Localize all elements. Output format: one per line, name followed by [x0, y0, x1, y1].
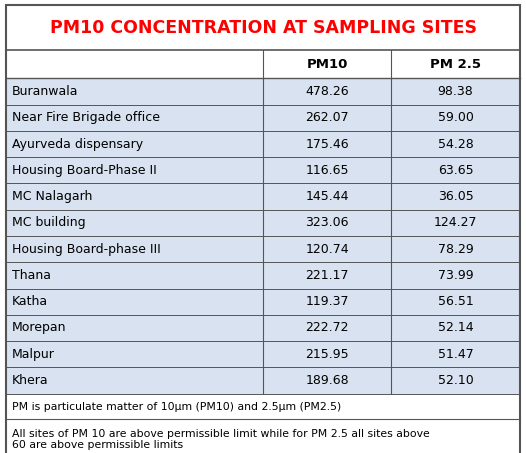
Text: MC building: MC building: [12, 217, 85, 229]
Text: 189.68: 189.68: [306, 374, 349, 387]
Text: 175.46: 175.46: [306, 138, 349, 150]
Text: 145.44: 145.44: [306, 190, 349, 203]
Text: Thana: Thana: [12, 269, 50, 282]
Text: 98.38: 98.38: [438, 85, 473, 98]
Bar: [6, 315, 520, 341]
Text: 56.51: 56.51: [438, 295, 473, 308]
Bar: [6, 50, 520, 78]
Text: 54.28: 54.28: [438, 138, 473, 150]
Text: 51.47: 51.47: [438, 348, 473, 361]
Text: All sites of PM 10 are above permissible limit while for PM 2.5 all sites above
: All sites of PM 10 are above permissible…: [12, 429, 429, 450]
Bar: [6, 341, 520, 367]
Text: Morepan: Morepan: [12, 322, 66, 334]
Text: 63.65: 63.65: [438, 164, 473, 177]
Text: Near Fire Brigade office: Near Fire Brigade office: [12, 111, 159, 124]
Text: Khera: Khera: [12, 374, 48, 387]
Text: 78.29: 78.29: [438, 243, 473, 255]
Bar: [6, 289, 520, 315]
Bar: [6, 183, 520, 210]
Text: 323.06: 323.06: [306, 217, 349, 229]
Text: 52.14: 52.14: [438, 322, 473, 334]
Text: 478.26: 478.26: [306, 85, 349, 98]
Text: 221.17: 221.17: [306, 269, 349, 282]
Bar: [6, 131, 520, 157]
Text: Buranwala: Buranwala: [12, 85, 78, 98]
Text: 119.37: 119.37: [306, 295, 349, 308]
Text: 262.07: 262.07: [306, 111, 349, 124]
Text: Housing Board-phase III: Housing Board-phase III: [12, 243, 160, 255]
Bar: [6, 367, 520, 394]
Text: 215.95: 215.95: [306, 348, 349, 361]
Bar: [6, 78, 520, 105]
Text: PM 2.5: PM 2.5: [430, 58, 481, 71]
Bar: [6, 262, 520, 289]
Text: PM is particulate matter of 10μm (PM10) and 2.5μm (PM2.5): PM is particulate matter of 10μm (PM10) …: [12, 401, 341, 412]
Text: 73.99: 73.99: [438, 269, 473, 282]
Text: 52.10: 52.10: [438, 374, 473, 387]
Bar: [6, 419, 520, 453]
Text: 59.00: 59.00: [438, 111, 473, 124]
Text: Katha: Katha: [12, 295, 48, 308]
Text: 124.27: 124.27: [434, 217, 477, 229]
Bar: [6, 394, 520, 419]
Text: Housing Board-Phase II: Housing Board-Phase II: [12, 164, 156, 177]
Text: PM10: PM10: [307, 58, 348, 71]
Bar: [6, 105, 520, 131]
Bar: [6, 157, 520, 183]
Text: 36.05: 36.05: [438, 190, 473, 203]
Text: Malpur: Malpur: [12, 348, 55, 361]
Text: 222.72: 222.72: [306, 322, 349, 334]
Text: 116.65: 116.65: [306, 164, 349, 177]
Bar: [6, 210, 520, 236]
Text: PM10 CONCENTRATION AT SAMPLING SITES: PM10 CONCENTRATION AT SAMPLING SITES: [49, 19, 477, 37]
Bar: [6, 5, 520, 50]
Text: MC Nalagarh: MC Nalagarh: [12, 190, 92, 203]
Bar: [6, 236, 520, 262]
Text: 120.74: 120.74: [306, 243, 349, 255]
Text: Ayurveda dispensary: Ayurveda dispensary: [12, 138, 143, 150]
